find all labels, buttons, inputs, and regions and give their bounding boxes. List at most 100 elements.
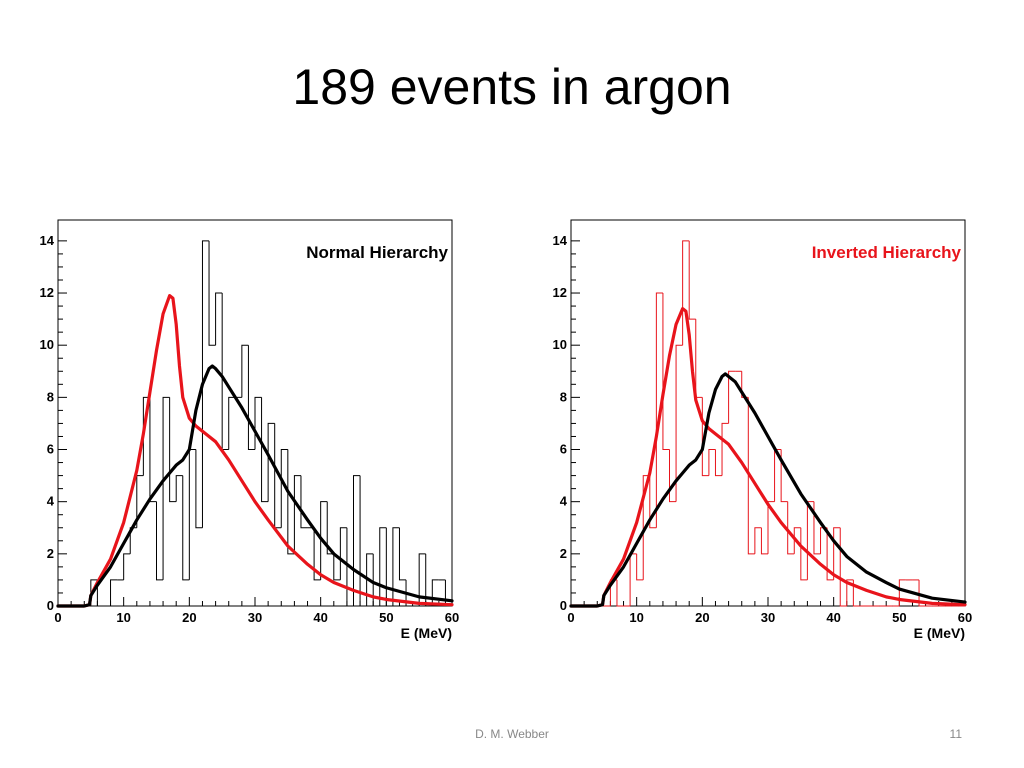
y-tick-label: 14 bbox=[40, 233, 55, 248]
x-tick-label: 60 bbox=[445, 610, 459, 625]
histogram-bin bbox=[195, 449, 203, 529]
chart-svg: 0 10 20 30 40 50 60 0 2 4 6 8 10 12 14 E (MeV) Normal Hi… bbox=[40, 219, 459, 641]
x-tick-label: 30 bbox=[761, 610, 775, 625]
histogram-bin bbox=[313, 527, 321, 581]
chart-inverted-hierarchy: 0 10 20 30 40 50 60 0 2 4 6 8 10 12 14 E (MeV) Inverted … bbox=[543, 200, 973, 660]
histogram-bin bbox=[287, 449, 295, 555]
chart-normal-hierarchy: 0 10 20 30 40 50 60 0 2 4 6 8 10 12 14 E (MeV) Normal Hi… bbox=[30, 200, 460, 660]
series-0 bbox=[56, 294, 454, 608]
histogram-bin bbox=[813, 501, 821, 555]
x-tick-label: 50 bbox=[892, 610, 906, 625]
histogram-bin bbox=[780, 449, 788, 503]
histogram-bin bbox=[96, 579, 104, 607]
y-tick-label: 8 bbox=[560, 389, 567, 404]
chart-svg: 0 10 20 30 40 50 60 0 2 4 6 8 10 12 14 E (MeV) Inverted … bbox=[553, 219, 972, 641]
histogram-bin bbox=[346, 527, 354, 607]
histogram-bin bbox=[616, 579, 624, 607]
histogram-bin bbox=[826, 527, 834, 581]
y-tick-label: 8 bbox=[47, 389, 54, 404]
histogram-bin bbox=[787, 501, 795, 555]
y-tick-label: 4 bbox=[47, 494, 55, 509]
histogram-bin bbox=[326, 501, 334, 555]
histogram-bin bbox=[675, 344, 683, 502]
histogram-bin bbox=[629, 553, 637, 606]
histogram-bin bbox=[175, 475, 183, 502]
histogram-bin bbox=[169, 397, 177, 503]
slide-title: 189 events in argon bbox=[292, 59, 732, 115]
y-tick-label: 10 bbox=[553, 337, 567, 352]
histogram-bin bbox=[293, 475, 301, 554]
histogram-bin bbox=[241, 344, 249, 398]
histogram-bin bbox=[247, 345, 255, 451]
histogram-bin bbox=[431, 579, 439, 606]
histogram-bin bbox=[320, 501, 328, 580]
histogram-bin bbox=[714, 449, 723, 477]
histogram-bin bbox=[695, 319, 703, 398]
histogram-bin bbox=[649, 475, 657, 529]
x-tick-label: 10 bbox=[116, 610, 130, 625]
histogram-bin bbox=[123, 553, 131, 580]
histogram-bin bbox=[215, 292, 223, 346]
y-tick-label: 14 bbox=[553, 233, 568, 248]
footer-author: D. M. Webber bbox=[475, 727, 549, 741]
histogram-bin bbox=[333, 553, 341, 581]
x-tick-label: 60 bbox=[958, 610, 972, 625]
y-tick-label: 10 bbox=[40, 337, 54, 352]
panel-label: Normal Hierarchy bbox=[306, 243, 448, 262]
histogram-bin bbox=[182, 475, 190, 581]
x-tick-label: 0 bbox=[54, 610, 61, 625]
histogram-bin bbox=[280, 449, 288, 528]
histogram-bin bbox=[156, 501, 164, 581]
histogram-bin bbox=[846, 579, 854, 606]
y-tick-label: 4 bbox=[560, 494, 568, 509]
histogram-bin bbox=[267, 422, 275, 502]
x-tick-label: 30 bbox=[248, 610, 262, 625]
page-number: 11 bbox=[949, 727, 962, 741]
y-tick-label: 12 bbox=[40, 285, 54, 300]
histogram-bin bbox=[688, 240, 696, 320]
histogram-bin bbox=[228, 396, 236, 450]
histogram-bin bbox=[372, 553, 380, 607]
x-tick-label: 20 bbox=[182, 610, 196, 625]
histogram-bin bbox=[418, 553, 426, 606]
histogram-bin bbox=[852, 579, 860, 607]
histogram-bin bbox=[754, 527, 762, 554]
series-line bbox=[56, 364, 454, 608]
histogram-bin bbox=[398, 527, 407, 581]
histogram-bin bbox=[918, 579, 926, 607]
histogram-bin bbox=[662, 293, 670, 451]
y-tick-label: 6 bbox=[47, 442, 54, 457]
y-tick-label: 0 bbox=[560, 598, 567, 613]
series-1 bbox=[56, 364, 454, 608]
histogram-bin bbox=[793, 527, 801, 554]
histogram-bin bbox=[898, 579, 906, 606]
y-tick-label: 2 bbox=[47, 546, 54, 561]
histogram-bin bbox=[636, 553, 644, 581]
histogram-bin bbox=[839, 527, 847, 607]
histogram-bin bbox=[701, 397, 709, 477]
x-tick-label: 40 bbox=[313, 610, 327, 625]
histogram-bin bbox=[392, 527, 400, 606]
histogram-bin bbox=[379, 527, 387, 606]
histogram-bin bbox=[405, 579, 413, 607]
x-axis-label: E (MeV) bbox=[914, 625, 965, 641]
histogram-bin bbox=[339, 527, 347, 580]
histogram-bin bbox=[149, 397, 157, 503]
y-tick-label: 2 bbox=[560, 546, 567, 561]
y-tick-label: 6 bbox=[560, 442, 567, 457]
histogram-bin bbox=[162, 396, 170, 580]
histogram-bin bbox=[728, 370, 736, 424]
histogram-bin bbox=[353, 475, 361, 606]
histogram-bin bbox=[385, 527, 393, 607]
series-line bbox=[569, 372, 967, 608]
x-tick-label: 20 bbox=[695, 610, 709, 625]
panel-label: Inverted Hierarchy bbox=[812, 243, 962, 262]
histogram-bin bbox=[208, 240, 216, 346]
series-1 bbox=[569, 372, 967, 608]
histogram-bin bbox=[221, 293, 229, 451]
histogram bbox=[571, 240, 965, 607]
histogram-bin bbox=[366, 553, 374, 606]
histogram-bin bbox=[188, 449, 196, 580]
histogram-bin bbox=[747, 397, 755, 555]
x-tick-label: 0 bbox=[567, 610, 574, 625]
